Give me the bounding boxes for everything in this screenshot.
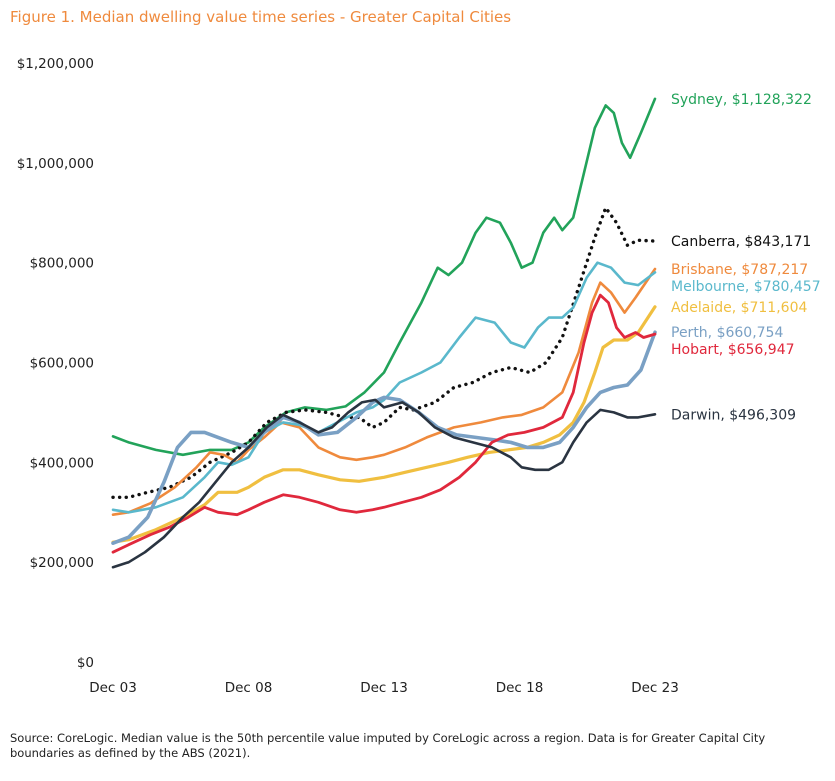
y-tick-label: $400,000 [30,455,94,471]
y-tick-label: $200,000 [30,555,94,571]
series-end-labels: Sydney, $1,128,322 Canberra, $843,171 Bris… [671,92,821,423]
chart-title: Figure 1. Median dwelling value time ser… [10,8,512,26]
series-line-darwin [111,398,657,569]
y-tick-label: $1,200,000 [17,56,94,72]
end-label-adelaide: Adelaide, $711,604 [671,300,807,316]
series-line-adelaide [111,305,657,544]
y-axis: $0 $200,000 $400,000 $600,000 $800,000 $1,000… [17,56,94,671]
y-tick-label: $1,000,000 [17,156,94,172]
series-line-melbourne [111,261,657,514]
series-line-sydney [111,97,657,457]
end-label-canberra: Canberra, $843,171 [671,234,811,250]
end-label-melbourne: Melbourne, $780,457 [671,279,821,295]
y-tick-label: $0 [77,655,94,671]
y-tick-label: $600,000 [30,356,94,372]
x-axis: Dec 03 Dec 08 Dec 13 Dec 18 Dec 23 [89,680,679,696]
x-tick-label: Dec 18 [496,680,544,696]
x-tick-label: Dec 03 [89,680,137,696]
y-tick-label: $800,000 [30,256,94,272]
source-note: Source: CoreLogic. Median value is the 5… [10,731,766,760]
x-tick-label: Dec 08 [225,680,273,696]
end-label-sydney: Sydney, $1,128,322 [671,92,812,108]
end-label-perth: Perth, $660,754 [671,325,783,341]
series-line-canberra [111,206,657,499]
x-tick-label: Dec 23 [631,680,679,696]
series-line-brisbane [111,267,657,516]
x-tick-label: Dec 13 [360,680,408,696]
series-lines [111,97,657,569]
series-line-hobart [111,293,657,554]
end-label-darwin: Darwin, $496,309 [671,407,796,423]
end-label-hobart: Hobart, $656,947 [671,342,795,358]
end-label-brisbane: Brisbane, $787,217 [671,262,808,278]
series-line-perth [111,330,657,545]
